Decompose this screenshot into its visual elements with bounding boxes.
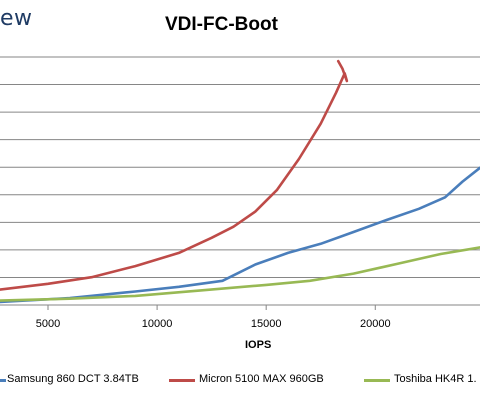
legend-entry-toshiba: Toshiba HK4R 1. <box>394 373 477 385</box>
x-axis-label: IOPS <box>245 339 272 351</box>
legend-entry-samsung: Samsung 860 DCT 3.84TB <box>7 373 139 385</box>
series-line-1 <box>0 166 480 304</box>
x-tick-label: 15000 <box>251 318 282 330</box>
series-line-3 <box>0 246 480 302</box>
legend-entry-micron: Micron 5100 MAX 960GB <box>199 373 324 385</box>
legend-swatch-toshiba <box>364 379 390 382</box>
gridlines <box>0 56 480 278</box>
legend-swatch-samsung <box>0 379 6 382</box>
x-tick-label: 20000 <box>360 318 391 330</box>
x-axis: 5000 10000 15000 20000 <box>0 304 480 330</box>
series-line-2 <box>0 59 349 291</box>
legend-swatch-micron <box>169 379 195 382</box>
logo-fragment: ew <box>0 6 33 31</box>
series-lines <box>0 59 480 304</box>
x-tick-label: 5000 <box>36 318 60 330</box>
x-tick-label: 10000 <box>142 318 173 330</box>
chart-title: VDI-FC-Boot <box>165 14 278 35</box>
